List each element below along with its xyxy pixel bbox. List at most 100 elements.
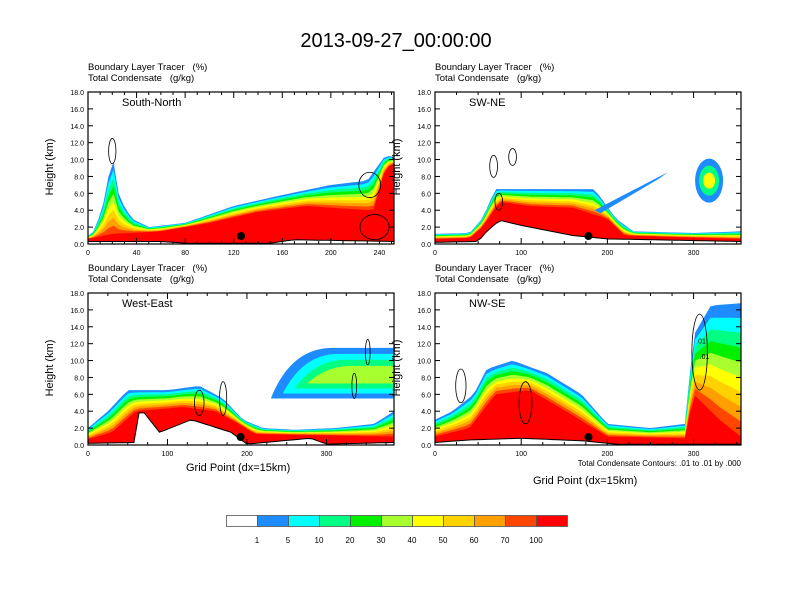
plume-feature bbox=[594, 172, 668, 214]
plot-frame bbox=[434, 292, 742, 446]
plot-area: SW-NE 0.0 2.0 4.0 6.0 8.0 10.0 12.0 14.0 16.0 18.0… bbox=[417, 90, 742, 257]
y-tick-label: 16.0 bbox=[70, 308, 84, 315]
panel-header-tracer: Boundary Layer Tracer (%) bbox=[88, 62, 208, 73]
panel-header-condensate: Total Condensate (g/kg) bbox=[88, 73, 195, 84]
main-title: 2013-09-27_00:00:00 bbox=[300, 30, 492, 52]
y-tick-label: 8.0 bbox=[421, 174, 431, 181]
x-tick-label: 0 bbox=[86, 250, 90, 257]
panel-plot-west-east: West-East 0.0 2.0 4.0 6.0 8.0 10.0 12.0 14.0 16.0… bbox=[70, 291, 395, 458]
contour-label: .01 bbox=[700, 354, 710, 361]
y-tick-label: 18.0 bbox=[70, 291, 84, 298]
y-tick-label: 6.0 bbox=[421, 392, 431, 399]
x-tick-label: 200 bbox=[241, 451, 253, 458]
y-tick-label: 4.0 bbox=[421, 409, 431, 416]
y-tick-label: 2.0 bbox=[74, 426, 84, 433]
plot-area: West-East 0.0 2.0 4.0 6.0 8.0 10.0 12.0 14.0 16.0… bbox=[70, 291, 395, 458]
x-tick-label: 300 bbox=[321, 451, 333, 458]
tracer-layer bbox=[88, 163, 394, 244]
plot-area: South-North 0.0 2.0 4.0 6.0 8.0 10.0 12.0 14.0 16… bbox=[70, 90, 395, 257]
colorbar-swatch bbox=[412, 515, 444, 527]
contour-label: .01 bbox=[696, 339, 706, 346]
colorbar-swatch bbox=[226, 515, 258, 527]
x-tick-label: 300 bbox=[688, 451, 700, 458]
y-tick-label: 14.0 bbox=[70, 124, 84, 131]
panel-header-tracer: Boundary Layer Tracer (%) bbox=[435, 263, 555, 274]
y-tick-label: 10.0 bbox=[417, 158, 431, 165]
y-tick-label: 14.0 bbox=[417, 325, 431, 332]
x-tick-label: 240 bbox=[374, 250, 386, 257]
x-tick-label: 80 bbox=[181, 250, 189, 257]
x-tick-label: 100 bbox=[162, 451, 174, 458]
y-tick-label: 4.0 bbox=[74, 208, 84, 215]
tracer-layer bbox=[435, 390, 741, 445]
x-tick-label: 120 bbox=[228, 250, 240, 257]
colorbar-swatch bbox=[474, 515, 506, 527]
condensate-contour bbox=[489, 154, 498, 178]
x-tick-label: 0 bbox=[433, 250, 437, 257]
y-tick-label: 16.0 bbox=[417, 107, 431, 114]
y-tick-label: 0.0 bbox=[421, 242, 431, 249]
y-tick-label: 18.0 bbox=[417, 291, 431, 298]
y-tick-label: 8.0 bbox=[74, 174, 84, 181]
condensate-contour bbox=[518, 381, 533, 425]
plot-frame bbox=[87, 292, 395, 446]
y-tick-label: 6.0 bbox=[421, 191, 431, 198]
y-tick-label: 2.0 bbox=[421, 225, 431, 232]
y-tick-label: 14.0 bbox=[70, 325, 84, 332]
location-marker bbox=[237, 232, 245, 240]
plot-area: .01 .01 NW-SE 0.0 2.0 4.0 6.0 8.0 10.0 12.0 14.0 16… bbox=[417, 291, 742, 458]
colorbar-swatch bbox=[443, 515, 475, 527]
y-tick-label: 16.0 bbox=[70, 107, 84, 114]
y-tick-label: 18.0 bbox=[70, 90, 84, 97]
colorbar-label: 5 bbox=[286, 536, 291, 545]
y-tick-label: 6.0 bbox=[74, 392, 84, 399]
condensate-contour bbox=[455, 368, 467, 404]
colorbar-label: 40 bbox=[408, 536, 417, 545]
panel-header-tracer: Boundary Layer Tracer (%) bbox=[88, 263, 208, 274]
condensate-contour bbox=[219, 381, 228, 416]
colorbar-swatch bbox=[381, 515, 413, 527]
panel-title: West-East bbox=[122, 298, 173, 310]
colorbar-swatch bbox=[257, 515, 289, 527]
y-tick-label: 12.0 bbox=[417, 342, 431, 349]
colorbar-label: 20 bbox=[346, 536, 355, 545]
colorbar-swatch bbox=[319, 515, 351, 527]
y-tick-label: 8.0 bbox=[421, 375, 431, 382]
x-tick-label: 100 bbox=[515, 250, 527, 257]
y-tick-label: 6.0 bbox=[74, 191, 84, 198]
y-tick-label: 10.0 bbox=[417, 359, 431, 366]
terrain bbox=[88, 239, 394, 244]
panel-header-condensate: Total Condensate (g/kg) bbox=[435, 274, 542, 285]
y-tick-label: 0.0 bbox=[421, 443, 431, 450]
x-axis-label: Grid Point (dx=15km) bbox=[186, 462, 291, 474]
location-marker bbox=[584, 232, 593, 240]
y-tick-label: 0.0 bbox=[74, 443, 84, 450]
colorbar-swatch bbox=[536, 515, 568, 527]
y-tick-label: 18.0 bbox=[417, 90, 431, 97]
y-tick-label: 10.0 bbox=[70, 158, 84, 165]
cloud-feature bbox=[703, 172, 716, 189]
colorbar-label: 60 bbox=[470, 536, 479, 545]
panel-plot-nw-se: .01 .01 NW-SE 0.0 2.0 4.0 6.0 8.0 10.0 12.0 14.0 16… bbox=[417, 291, 742, 458]
condensate-contour bbox=[494, 192, 504, 211]
plot-body bbox=[435, 148, 741, 244]
terrain-line bbox=[88, 239, 394, 244]
y-tick-label: 0.0 bbox=[74, 242, 84, 249]
x-tick-label: 200 bbox=[602, 250, 614, 257]
condensate-contour bbox=[508, 148, 517, 166]
terrain bbox=[435, 220, 741, 244]
condensate-contour bbox=[691, 313, 708, 391]
plot-frame bbox=[434, 91, 742, 245]
condensate-contour bbox=[108, 138, 117, 165]
x-axis-label: Grid Point (dx=15km) bbox=[533, 475, 638, 487]
colorbar-swatch bbox=[350, 515, 382, 527]
panel-plot-south-north: South-North 0.0 2.0 4.0 6.0 8.0 10.0 12.0 14.0 16… bbox=[70, 90, 395, 257]
y-tick-label: 14.0 bbox=[417, 124, 431, 131]
plot-body bbox=[88, 339, 394, 445]
x-tick-label: 200 bbox=[602, 451, 614, 458]
plot-body bbox=[88, 138, 394, 244]
x-tick-label: 200 bbox=[325, 250, 337, 257]
panel-title: NW-SE bbox=[469, 298, 505, 310]
condensate-contour bbox=[194, 389, 205, 416]
y-tick-label: 12.0 bbox=[417, 141, 431, 148]
